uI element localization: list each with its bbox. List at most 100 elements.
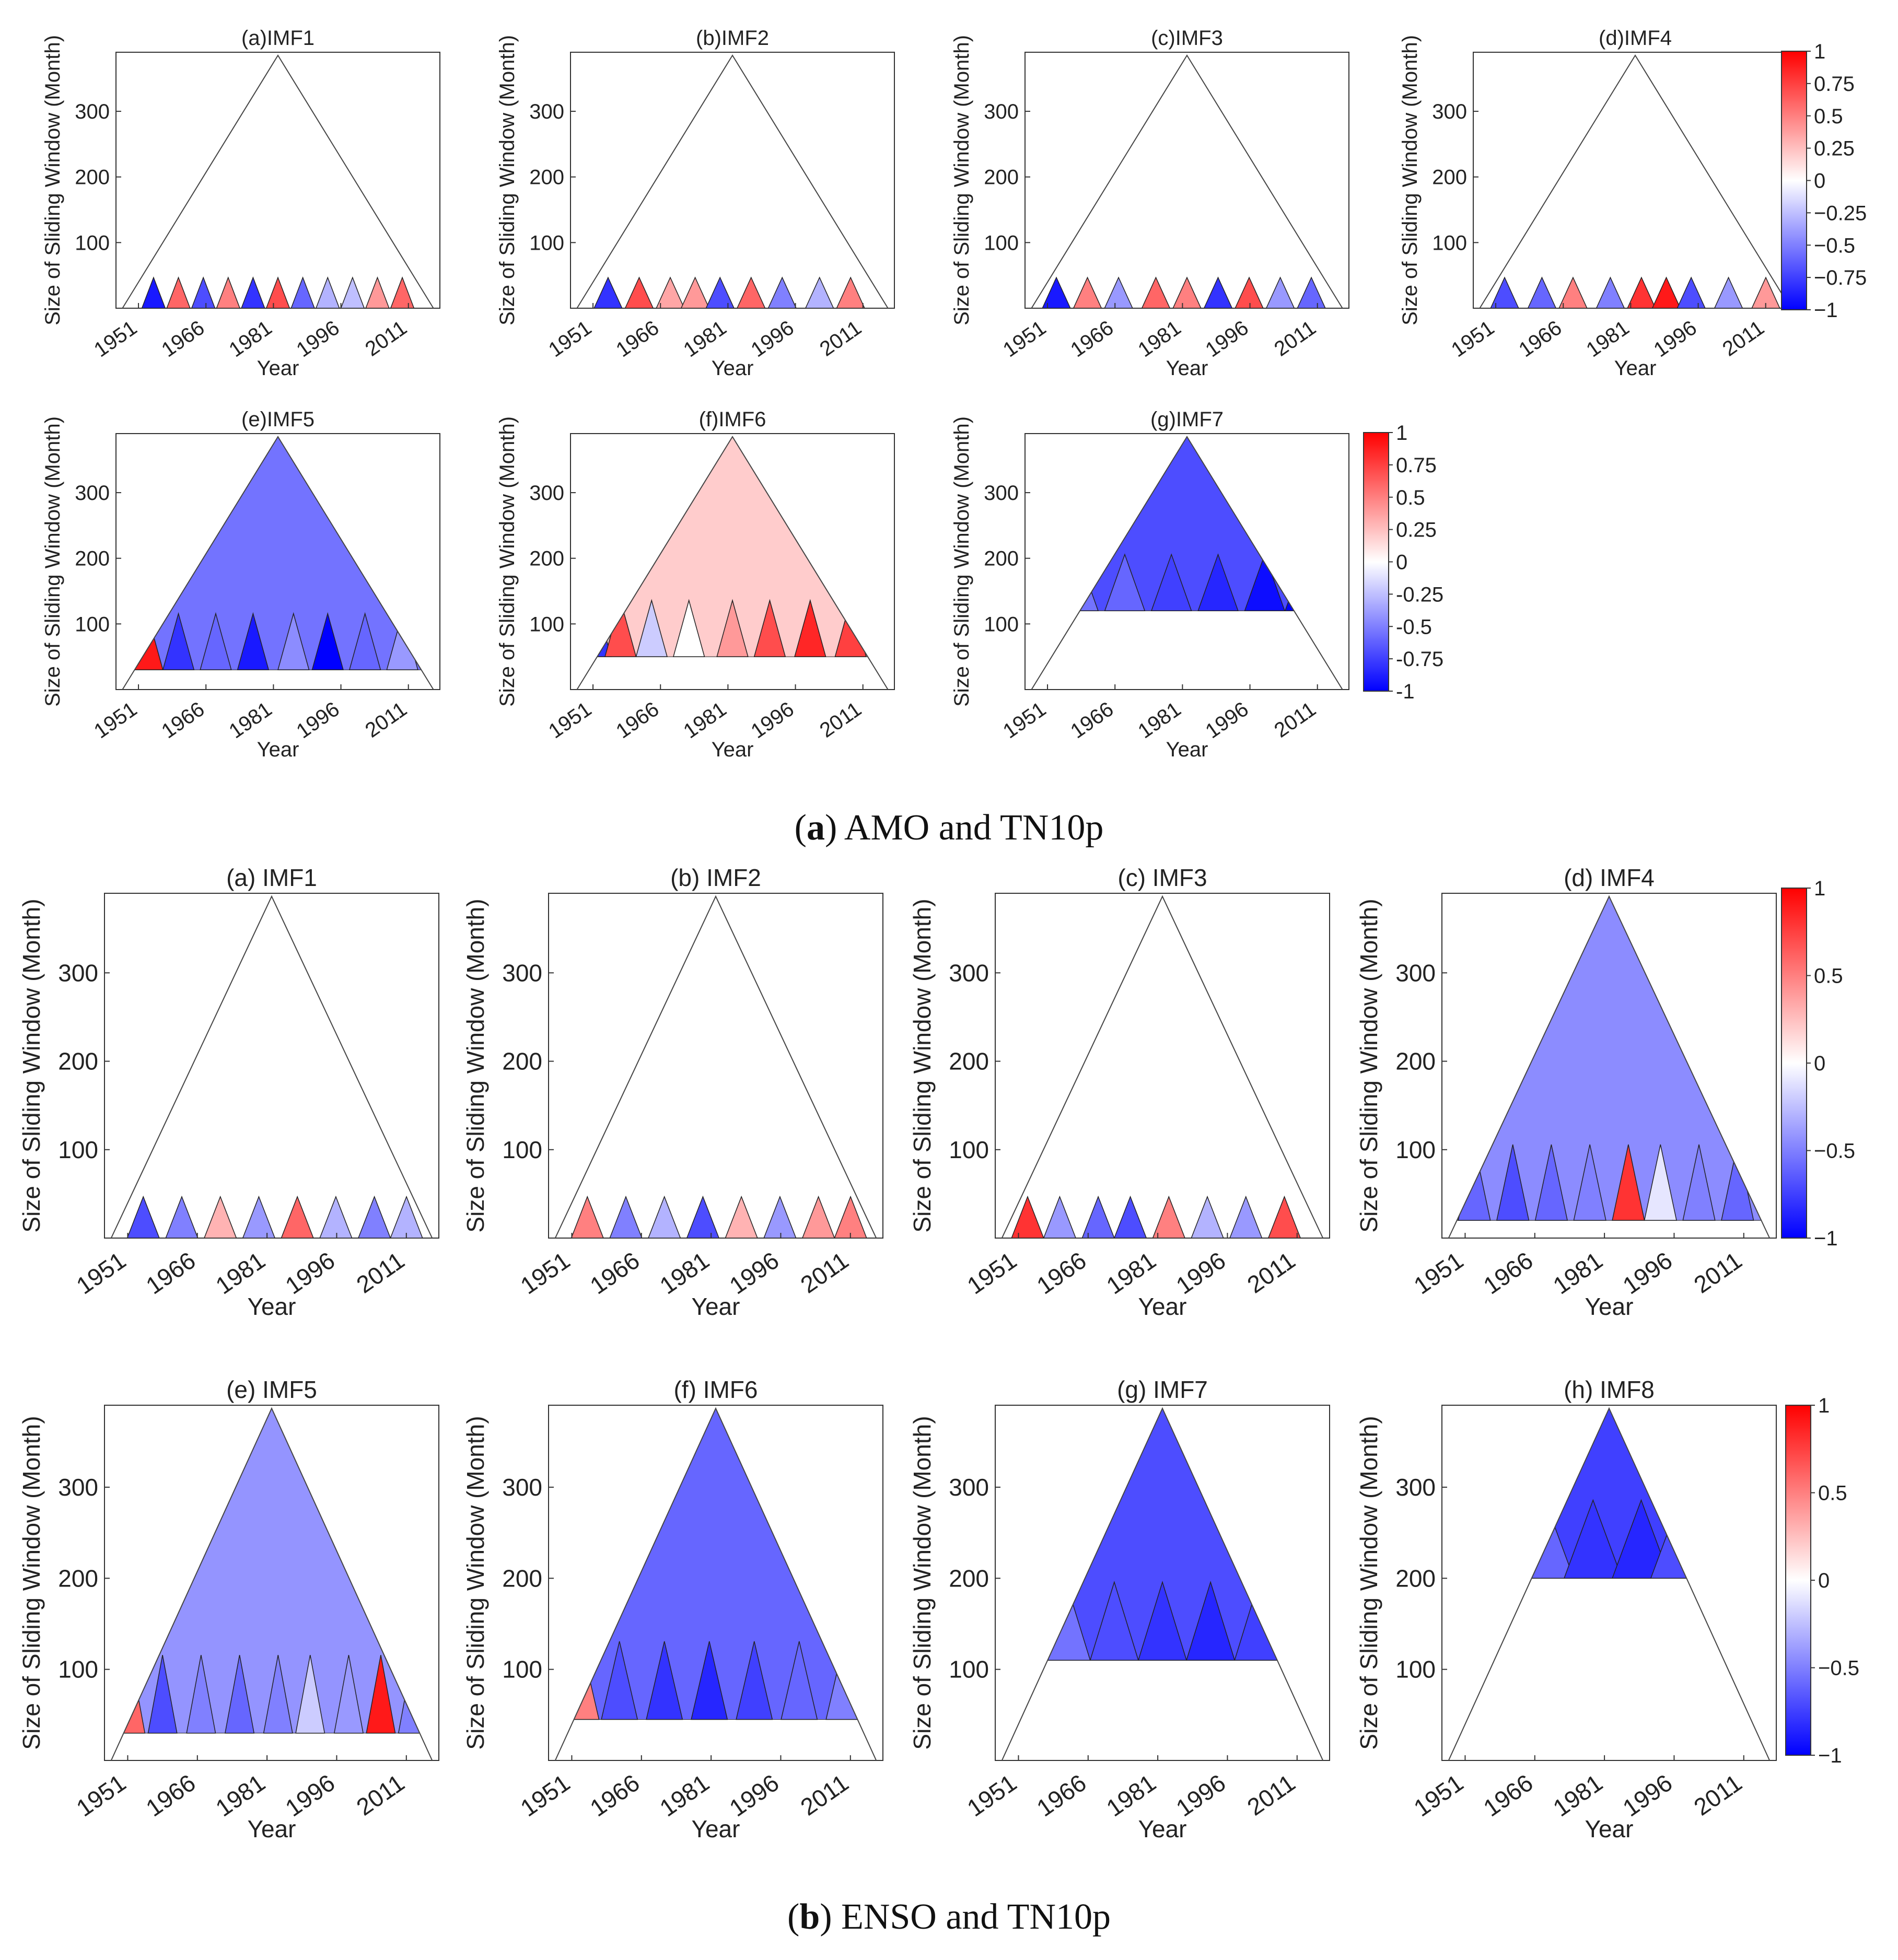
ytick-label-b-4-2: 300	[58, 1474, 98, 1501]
ytick-label-b-0-2: 300	[58, 959, 98, 986]
colorbar-tick-label-b-0-1: 0.5	[1814, 965, 1843, 988]
xtick-label-b-2-1: 1966	[1032, 1246, 1091, 1299]
ytick-label-b-4-0: 100	[58, 1656, 98, 1683]
cell-b-4-5	[295, 1654, 325, 1734]
ytick-label-b-6-2: 300	[949, 1474, 989, 1501]
ytick-label-a-0-1: 200	[75, 166, 110, 189]
colorbar-tick-label-a-0-0: 1	[1814, 40, 1825, 63]
cell-a-3-8	[1751, 276, 1780, 308]
xlabel-b-6: Year	[1138, 1815, 1187, 1842]
cell-a-1-7	[805, 276, 834, 308]
cell-a-0-5	[265, 276, 290, 308]
panel-a-2: (c)IMF3 100 200 300 Size of Sliding Window (…	[950, 27, 1349, 380]
ytick-label-a-6-2: 300	[984, 482, 1019, 505]
cell-a-5-6	[794, 599, 826, 657]
cell-a-0-10	[390, 276, 415, 308]
cell-b-6-3	[1186, 1581, 1236, 1661]
cell-b-3-6	[1682, 1144, 1716, 1221]
cell-a-4-1	[162, 612, 195, 671]
panel-bg-a-4	[122, 437, 434, 670]
axes-frame-a-6	[1024, 433, 1349, 690]
cell-a-1-1	[624, 276, 654, 308]
xtick-label-b-0-4: 2011	[352, 1246, 410, 1298]
xtick-label-b-0-0: 1951	[72, 1246, 131, 1299]
cell-b-4-4	[263, 1654, 293, 1734]
colorbar-rect-b-0	[1781, 888, 1807, 1239]
xtick-label-b-1-2: 1981	[655, 1246, 714, 1299]
xtick-label-b-6-4: 2011	[1242, 1769, 1300, 1821]
cell-a-0-4	[240, 276, 265, 308]
xlabel-a-5: Year	[712, 738, 754, 761]
xtick-label-a-3-4: 2011	[1718, 316, 1768, 360]
xtick-label-b-4-0: 1951	[72, 1769, 131, 1822]
colorbar-tick-label-b-1-0: 1	[1818, 1394, 1830, 1417]
xtick-label-a-4-4: 2011	[361, 697, 411, 742]
xtick-label-a-5-3: 1996	[747, 697, 798, 743]
xtick-label-a-3-3: 1996	[1650, 316, 1701, 361]
xlabel-b-2: Year	[1138, 1293, 1187, 1320]
fill-b-5	[555, 1408, 877, 1720]
panel-title-b-4: (e) IMF5	[226, 1376, 317, 1403]
ytick-label-b-5-1: 200	[502, 1565, 542, 1592]
colorbar-tick-label-a-1-6: -0.5	[1396, 615, 1432, 638]
panel-title-a-0: (a)IMF1	[241, 27, 315, 50]
colorbar-rect-a-0	[1781, 51, 1807, 310]
xtick-label-a-2-0: 1951	[999, 316, 1050, 361]
panel-a-0: (a)IMF1 100 200 300 Size of Sliding Window (…	[41, 27, 440, 380]
xlabel-a-1: Year	[712, 357, 754, 380]
ylabel-b-7: Size of Sliding Window (Month)	[1355, 1416, 1382, 1749]
colorbar-tick-label-b-0-2: 0	[1814, 1052, 1825, 1075]
colorbar-a-0: 1 0.75 0.5 0.25 0 −0.25 −0.5 −0.75 −1	[1781, 40, 1867, 322]
xtick-label-a-3-1: 1966	[1515, 316, 1566, 361]
panel-title-b-0: (a) IMF1	[226, 864, 317, 891]
ylabel-a-2: Size of Sliding Window (Month)	[950, 35, 973, 325]
axes-frame-b-0	[104, 893, 439, 1239]
panel-b-3: (d) IMF4 100 200 300 Size of Sliding Window …	[1355, 864, 1777, 1320]
cell-a-0-3	[216, 276, 241, 308]
triangle-b-6	[1001, 1407, 1324, 1761]
cell-a-2-5	[1203, 276, 1233, 308]
colorbar-tick-label-a-1-8: -1	[1396, 680, 1415, 703]
xtick-label-b-4-2: 1981	[211, 1769, 270, 1822]
cell-a-3-7	[1714, 276, 1743, 308]
cell-b-5-4	[736, 1641, 773, 1720]
panel-title-a-6: (g)IMF7	[1150, 408, 1224, 431]
panel-b-6: (g) IMF7 100 200 300 Size of Sliding Window …	[909, 1376, 1330, 1842]
ytick-label-a-0-0: 100	[75, 231, 110, 254]
xtick-label-b-6-0: 1951	[962, 1769, 1022, 1822]
cell-a-4-2	[200, 612, 232, 671]
axes-frame-a-2	[1024, 52, 1349, 309]
xtick-label-a-6-4: 2011	[1270, 697, 1320, 742]
panel-title-a-1: (b)IMF2	[696, 27, 769, 50]
ytick-label-b-2-0: 100	[949, 1136, 989, 1163]
ytick-label-b-7-2: 300	[1395, 1474, 1436, 1501]
colorbar-tick-label-a-1-3: 0.25	[1396, 519, 1437, 542]
triangle-a-2	[1031, 54, 1343, 309]
xtick-label-a-2-1: 1966	[1066, 316, 1117, 361]
cell-a-6-3	[1197, 553, 1239, 611]
xlabel-a-6: Year	[1166, 738, 1208, 761]
xtick-label-b-3-2: 1981	[1548, 1246, 1608, 1299]
cell-a-1-5	[736, 276, 766, 308]
cell-b-4-0	[115, 1654, 146, 1734]
cell-b-4-8	[398, 1654, 428, 1734]
cell-b-0-5	[319, 1195, 353, 1238]
ytick-label-a-2-1: 200	[984, 166, 1019, 189]
xlabel-b-0: Year	[248, 1293, 296, 1320]
cell-a-2-8	[1297, 276, 1326, 308]
cell-b-2-3	[1113, 1195, 1147, 1238]
panel-title-a-3: (d)IMF4	[1599, 27, 1672, 50]
colorbar-rect-a-1	[1363, 432, 1389, 692]
colorbar-tick-label-a-0-1: 0.75	[1814, 73, 1855, 96]
xtick-label-b-5-1: 1966	[585, 1769, 645, 1822]
ytick-label-b-7-0: 100	[1395, 1656, 1436, 1683]
ylabel-a-1: Size of Sliding Window (Month)	[496, 35, 519, 325]
xtick-label-a-4-3: 1996	[293, 697, 344, 743]
cell-b-3-4	[1612, 1144, 1645, 1221]
colorbar-tick-label-a-0-6: −0.5	[1814, 234, 1855, 257]
cell-b-0-7	[390, 1195, 423, 1238]
xtick-label-a-1-0: 1951	[544, 316, 596, 361]
xtick-label-b-3-1: 1966	[1478, 1246, 1538, 1299]
fill-a-5	[577, 437, 888, 657]
panel-a-5: (f)IMF6 100 200 300 Size of Sliding Window (…	[496, 408, 895, 761]
